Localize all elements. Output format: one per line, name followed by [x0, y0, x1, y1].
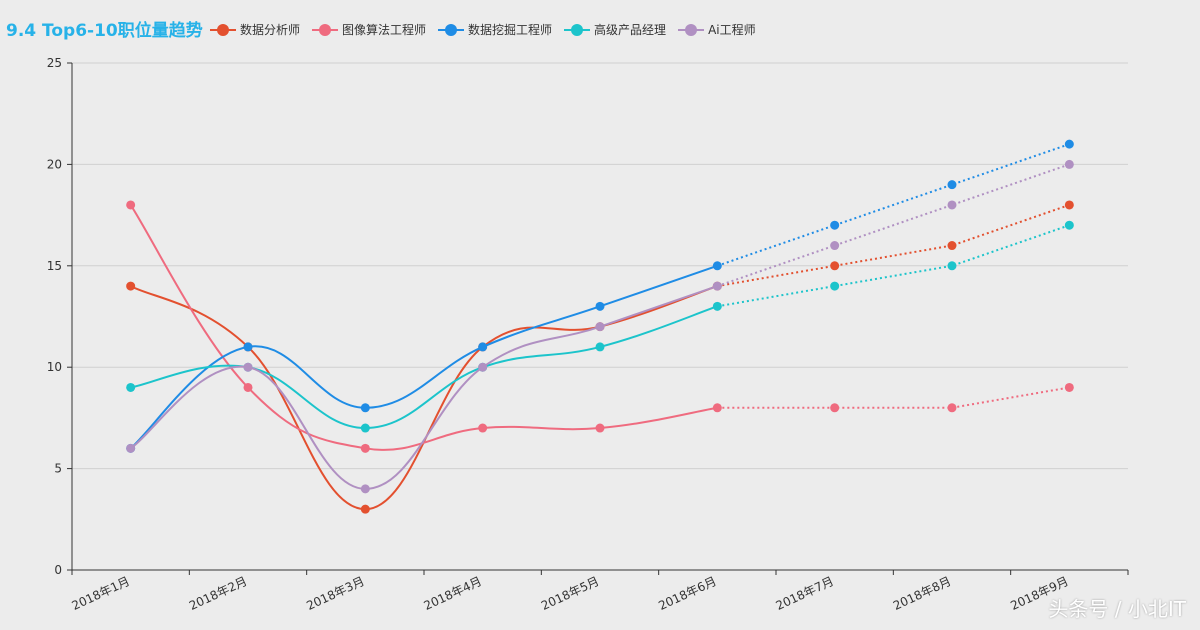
- legend-swatch: [210, 23, 236, 36]
- series-line-2: [130, 264, 718, 450]
- data-point-4-5: [712, 281, 722, 291]
- series-forecast-0: [717, 204, 1070, 288]
- data-point-3-0: [126, 382, 136, 392]
- y-tick-label: 20: [47, 157, 62, 171]
- legend-label: 数据挖掘工程师: [468, 23, 553, 37]
- x-tick-label: 2018年6月: [656, 574, 718, 613]
- y-tick-label: 10: [47, 360, 62, 374]
- data-point-1-6: [830, 403, 840, 413]
- series-forecast-4: [717, 163, 1070, 288]
- series-line-0: [130, 285, 718, 511]
- watermark: 头条号 / 小北IT: [1048, 597, 1186, 621]
- x-tick-label: 2018年3月: [304, 574, 366, 613]
- series-forecast-2: [717, 143, 1070, 267]
- data-point-2-7: [947, 180, 957, 190]
- y-tick-label: 25: [47, 56, 62, 70]
- data-point-2-3: [478, 342, 488, 352]
- y-tick-label: 15: [47, 259, 62, 273]
- data-point-1-3: [478, 423, 488, 433]
- series-forecast-3: [717, 224, 1070, 308]
- legend-item[interactable]: 图像算法工程师: [312, 21, 426, 38]
- data-point-4-4: [595, 322, 605, 332]
- legend-item[interactable]: 高级产品经理: [564, 21, 666, 38]
- data-point-0-6: [830, 261, 840, 271]
- x-tick-label: 2018年4月: [422, 574, 484, 613]
- legend-item[interactable]: Ai工程师: [678, 21, 756, 38]
- x-tick-label: 2018年2月: [187, 574, 249, 613]
- data-point-2-8: [1064, 139, 1074, 149]
- data-point-1-4: [595, 423, 605, 433]
- data-point-3-5: [712, 301, 722, 311]
- data-point-3-4: [595, 342, 605, 352]
- legend-swatch: [438, 23, 465, 36]
- legend-label: 数据分析师: [240, 23, 301, 37]
- data-point-2-4: [595, 301, 605, 311]
- series-line-4: [130, 285, 718, 490]
- data-point-2-2: [360, 403, 370, 413]
- data-point-3-6: [830, 281, 840, 291]
- data-point-4-1: [243, 362, 253, 372]
- legend-item[interactable]: 数据挖掘工程师: [438, 21, 552, 38]
- x-tick-label: 2018年8月: [891, 574, 953, 613]
- y-tick-label: 0: [54, 563, 62, 577]
- data-point-1-5: [712, 403, 722, 413]
- data-point-4-0: [126, 443, 136, 453]
- data-point-0-2: [360, 504, 370, 514]
- legend-label: 图像算法工程师: [342, 23, 427, 37]
- series-line-1: [129, 204, 718, 451]
- data-point-3-7: [947, 261, 957, 271]
- data-point-3-8: [1064, 220, 1074, 230]
- y-tick-label: 5: [54, 462, 62, 476]
- legend-label: 高级产品经理: [594, 23, 667, 37]
- data-point-1-7: [947, 403, 957, 413]
- legend-swatch: [312, 23, 339, 36]
- legend-swatch: [564, 23, 591, 36]
- data-point-1-0: [126, 200, 136, 210]
- legend-item[interactable]: 数据分析师: [210, 21, 300, 38]
- series-forecast-1: [717, 386, 1070, 409]
- chart-title: 9.4 Top6-10职位量趋势: [6, 21, 203, 41]
- data-point-2-5: [712, 261, 722, 271]
- data-point-2-6: [830, 220, 840, 230]
- data-point-0-0: [126, 281, 136, 291]
- data-point-0-7: [947, 241, 957, 251]
- data-point-1-2: [360, 443, 370, 453]
- data-point-3-2: [360, 423, 370, 433]
- data-point-4-3: [478, 362, 488, 372]
- data-point-4-8: [1064, 159, 1074, 169]
- data-point-2-1: [243, 342, 253, 352]
- data-point-4-2: [360, 484, 370, 494]
- data-point-0-8: [1064, 200, 1074, 210]
- x-tick-label: 2018年1月: [70, 574, 132, 613]
- legend-label: Ai工程师: [708, 23, 756, 37]
- data-point-1-1: [243, 382, 253, 392]
- legend: 数据分析师 图像算法工程师 数据挖掘工程师 高级产品经理 Ai工程师: [210, 21, 756, 38]
- data-point-4-6: [830, 241, 840, 251]
- x-tick-label: 2018年5月: [539, 574, 601, 613]
- x-tick-label: 2018年7月: [774, 574, 836, 613]
- data-point-1-8: [1064, 382, 1074, 392]
- legend-swatch: [678, 23, 705, 36]
- data-point-4-7: [947, 200, 957, 210]
